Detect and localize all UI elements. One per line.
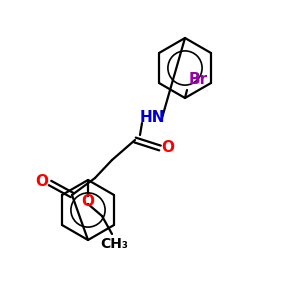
Text: Br: Br bbox=[189, 73, 208, 88]
Text: O: O bbox=[35, 173, 49, 188]
Text: O: O bbox=[82, 194, 94, 209]
Text: HN: HN bbox=[139, 110, 165, 125]
Text: CH₃: CH₃ bbox=[100, 237, 128, 251]
Text: O: O bbox=[161, 140, 175, 155]
